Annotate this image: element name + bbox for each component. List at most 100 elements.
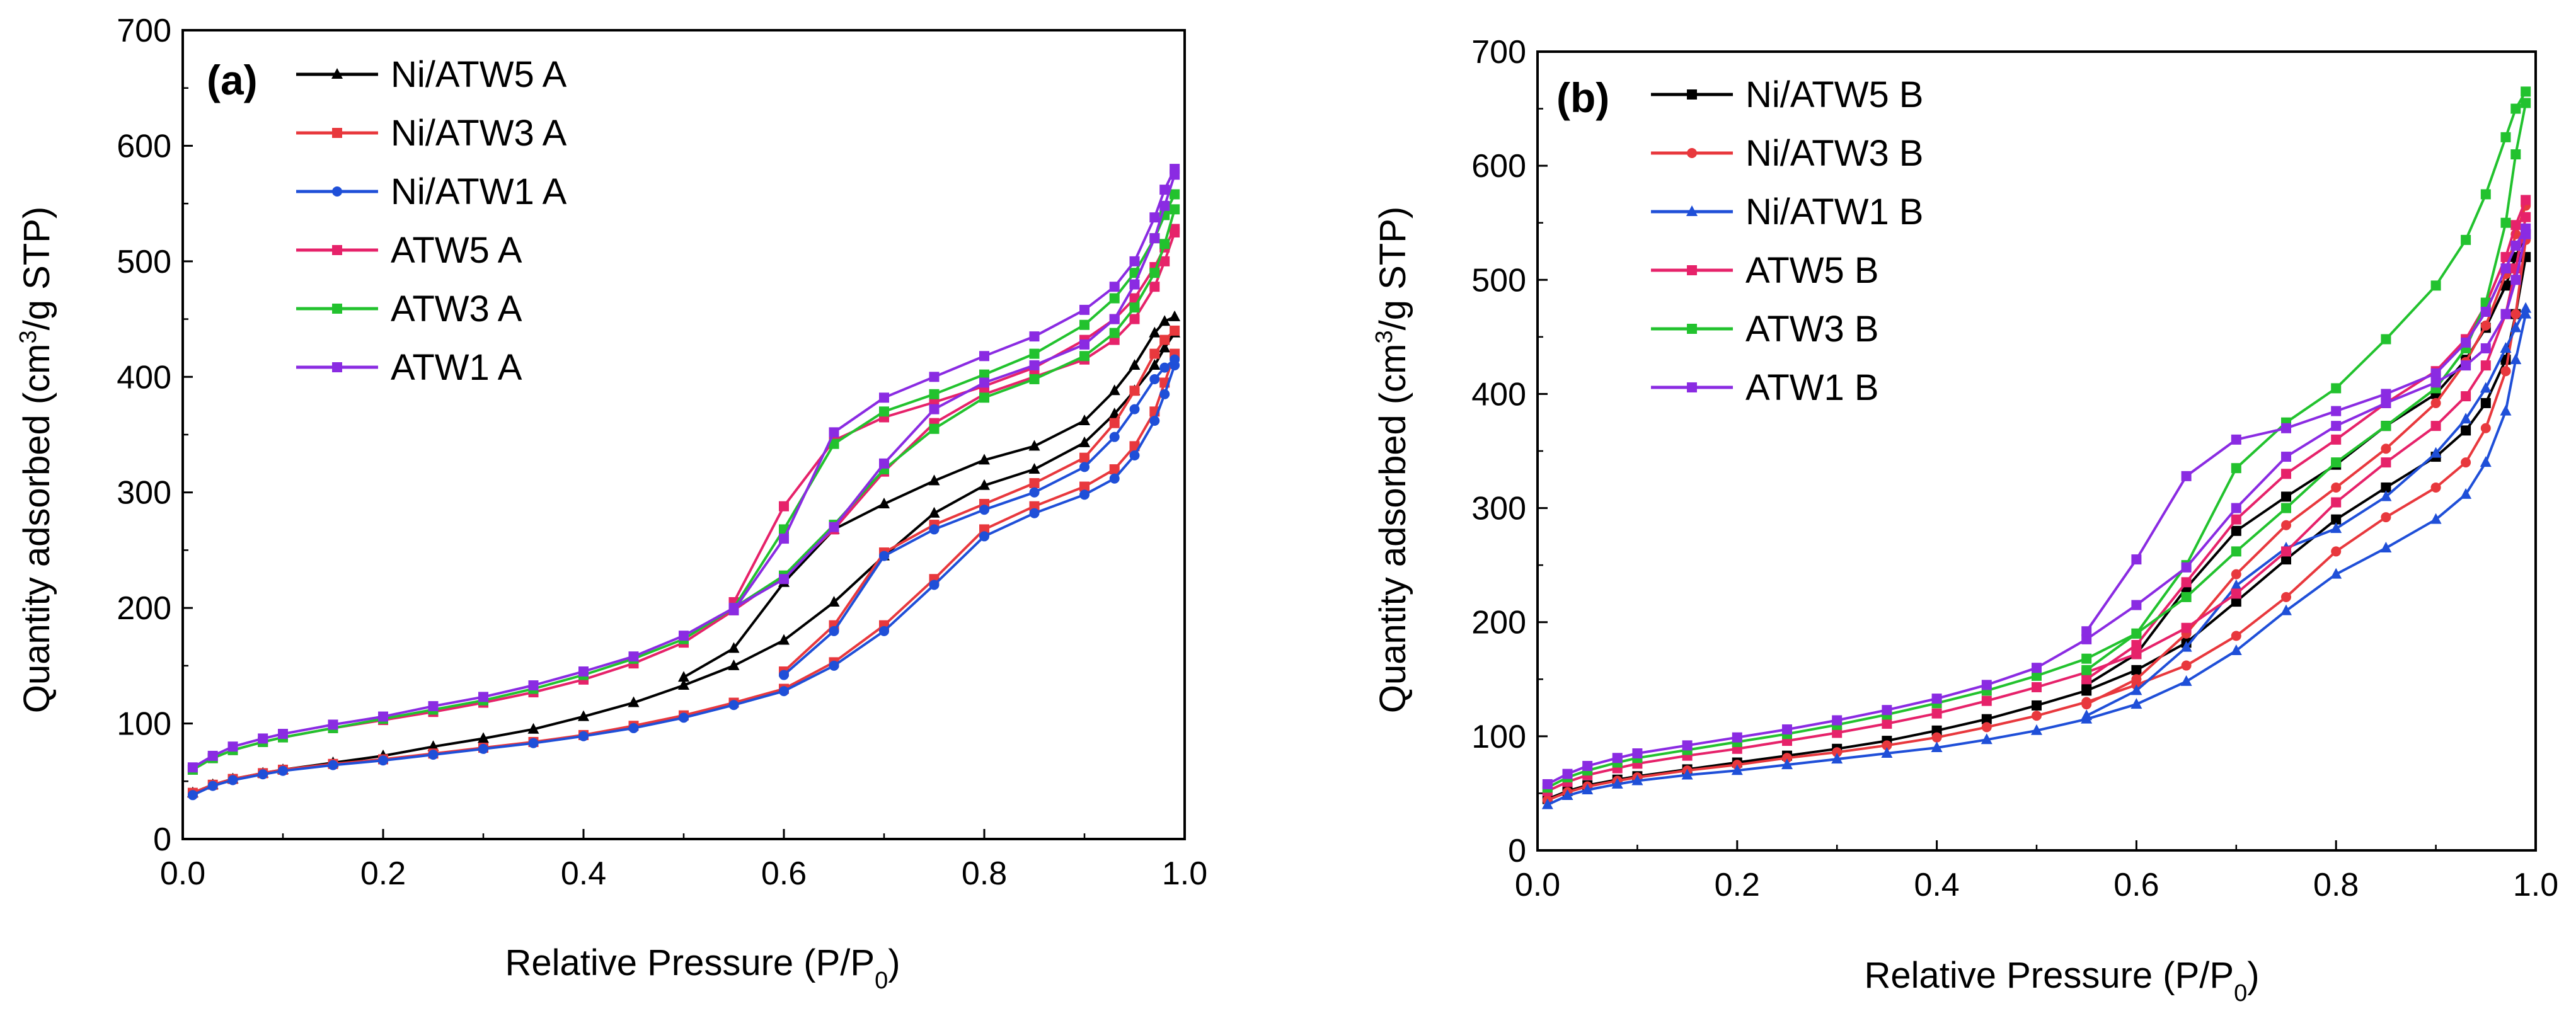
data-point xyxy=(1029,348,1040,359)
data-point xyxy=(979,454,990,465)
legend-label: Ni/ATW5 A xyxy=(391,54,567,95)
plot-area-a: 0.0 0.2 0.4 0.6 0.8 1.0 0 100 200 300 400 500 600 700… xyxy=(117,13,1207,892)
data-point xyxy=(2081,674,2092,685)
data-point xyxy=(2430,368,2441,379)
legend-label: ATW5 A xyxy=(391,230,522,271)
data-point xyxy=(2430,280,2441,291)
data-point xyxy=(427,740,439,751)
x-tick-label-a: 1.0 xyxy=(1162,855,1207,892)
data-point xyxy=(779,670,789,680)
data-point xyxy=(1169,310,1181,321)
data-point xyxy=(2480,423,2491,433)
data-point xyxy=(929,423,940,434)
legend-a: Ni/ATW5 A Ni/ATW3 A Ni/ATW1 A ATW5 A ATW3 A A… xyxy=(296,54,567,388)
data-point xyxy=(2331,406,2342,416)
data-point xyxy=(1882,740,1892,751)
data-point xyxy=(2430,421,2441,431)
data-point xyxy=(2081,626,2092,637)
y-axis-title-b: Quantity adsorbed (cm3/g STP) xyxy=(1371,207,1413,713)
data-point xyxy=(879,551,889,561)
data-point xyxy=(2331,457,2342,468)
data-point xyxy=(1562,768,1573,779)
data-point xyxy=(979,531,989,542)
data-point xyxy=(428,701,439,712)
series-line-adsorption xyxy=(1547,239,2527,802)
data-point xyxy=(2032,670,2042,681)
legend-swatch-marker xyxy=(332,304,342,314)
data-point xyxy=(2480,397,2491,408)
data-point xyxy=(1931,694,1942,704)
data-point xyxy=(2131,665,2142,675)
data-point xyxy=(478,732,489,743)
legend-label: ATW3 B xyxy=(1745,309,1879,350)
data-point xyxy=(979,351,989,362)
data-point xyxy=(1782,753,1792,763)
data-point xyxy=(1149,212,1160,223)
data-point xyxy=(728,605,739,615)
data-point xyxy=(1981,714,1992,724)
data-point xyxy=(2331,497,2342,508)
data-point xyxy=(1079,481,1090,492)
data-point xyxy=(1149,358,1161,370)
legend-label: Ni/ATW3 A xyxy=(391,113,567,154)
data-point xyxy=(2510,321,2522,333)
legend-swatch-marker xyxy=(331,68,343,79)
data-point xyxy=(1159,239,1170,249)
data-point xyxy=(878,498,890,509)
data-point xyxy=(1881,747,1893,758)
data-point xyxy=(2480,320,2491,331)
data-point xyxy=(828,595,840,607)
data-point xyxy=(1109,464,1120,475)
legend-swatch-marker xyxy=(1687,265,1697,275)
data-point xyxy=(2510,220,2521,231)
data-point xyxy=(1129,302,1140,313)
data-point xyxy=(1129,256,1140,266)
data-point xyxy=(2500,309,2511,319)
data-point xyxy=(1129,386,1140,396)
data-point xyxy=(2181,622,2192,633)
data-point xyxy=(1732,732,1742,743)
data-point xyxy=(2031,724,2042,735)
data-point xyxy=(2081,665,2092,675)
x-axis-title-b: Relative Pressure (P/P0) xyxy=(1864,955,2259,1007)
data-point xyxy=(2430,513,2442,524)
data-point xyxy=(2500,217,2511,228)
y-tick-label-a: 300 xyxy=(117,475,171,511)
data-point xyxy=(2521,195,2531,205)
data-point xyxy=(1129,450,1140,461)
legend-label: ATW3 A xyxy=(391,288,522,329)
data-point xyxy=(1029,360,1040,370)
data-point xyxy=(979,524,989,535)
data-point xyxy=(2381,397,2391,408)
data-point xyxy=(829,625,839,636)
data-point xyxy=(1028,440,1040,451)
legend-label: Ni/ATW3 B xyxy=(1745,133,1924,174)
data-point xyxy=(2510,353,2522,365)
x-tick-label-a: 0.6 xyxy=(761,855,807,892)
data-point xyxy=(2510,309,2521,319)
data-point xyxy=(1170,224,1180,234)
data-point xyxy=(1149,233,1160,244)
y-axis-title-a: Quantity adsorbed (cm3/g STP) xyxy=(15,207,57,713)
data-point xyxy=(2381,482,2391,493)
data-point xyxy=(1159,185,1170,195)
data-point xyxy=(2081,709,2093,721)
data-point xyxy=(779,501,789,511)
data-point xyxy=(2461,457,2471,468)
data-point xyxy=(1029,374,1040,384)
data-point xyxy=(527,723,539,734)
data-point xyxy=(1079,351,1090,362)
data-point xyxy=(1831,753,1843,764)
series-line-desorption xyxy=(682,316,1175,678)
legend-swatch-marker xyxy=(1687,382,1697,392)
data-point xyxy=(929,580,940,590)
legend-label: Ni/ATW1 B xyxy=(1745,191,1924,232)
data-point xyxy=(1108,384,1120,396)
data-point xyxy=(2180,675,2192,686)
data-point xyxy=(628,696,640,707)
x-tick-label-b: 0.0 xyxy=(1515,867,1560,903)
data-point xyxy=(2521,98,2531,108)
data-point xyxy=(879,392,889,403)
data-point xyxy=(2181,591,2192,602)
